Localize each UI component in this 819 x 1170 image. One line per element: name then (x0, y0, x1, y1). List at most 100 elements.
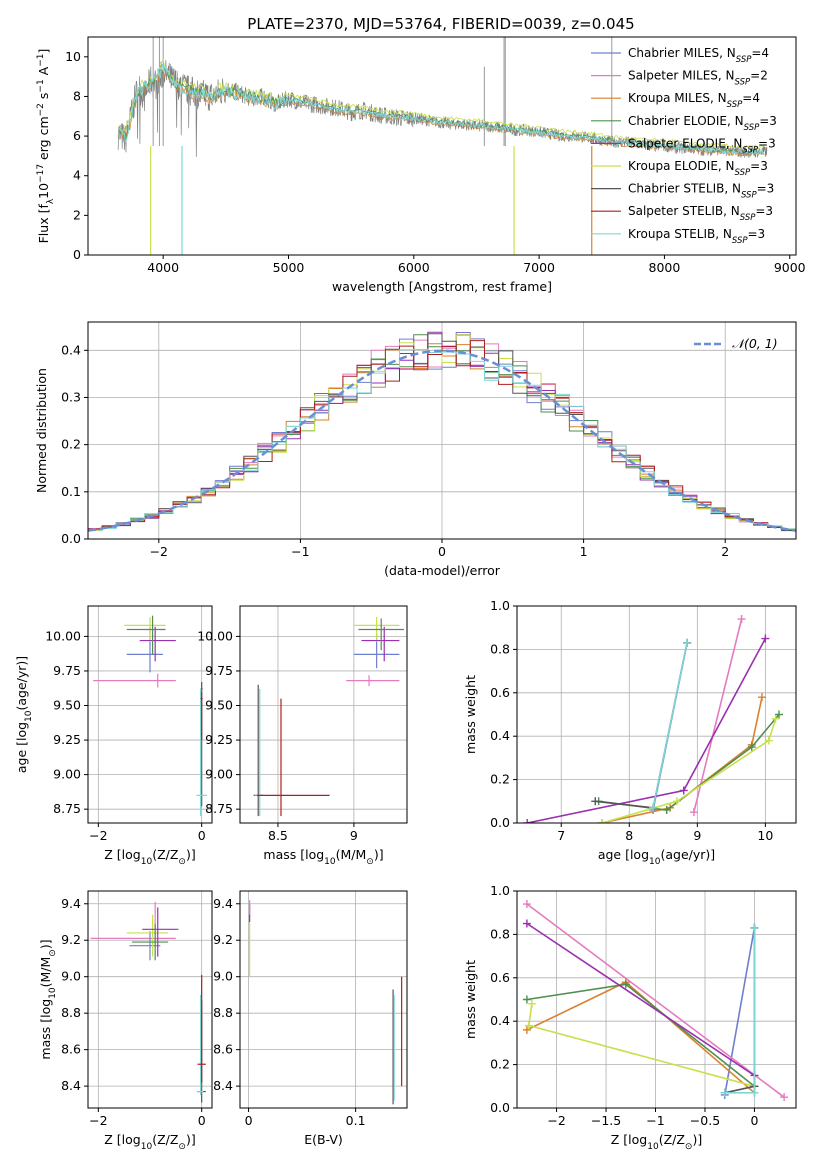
axes-frame (87, 321, 797, 540)
weight-marker (598, 819, 607, 823)
y-tick-label: 0.4 (61, 342, 81, 357)
weight-line (652, 642, 688, 808)
x-tick-label: 0 (750, 1113, 758, 1128)
panel-mass-weight-vs-age: 7 8 9 10 0.0 0.2 0.4 0.6 0.8 1.0 age [log10(age/yr… (463, 598, 797, 867)
plot-area (93, 615, 207, 817)
y-axis-label: Normed distribution (34, 368, 49, 493)
y-tick-label: 8.6 (61, 1042, 81, 1057)
y-tick-label: 8.75 (53, 801, 81, 816)
y-tick-label: 6 (73, 128, 81, 143)
weight-marker (649, 803, 658, 812)
y-tick-label: 0 (73, 247, 81, 262)
legend: Chabrier MILES, NSSP=4 Salpeter MILES, NS… (591, 46, 777, 246)
x-tick-label: 9000 (774, 260, 806, 275)
weight-marker (764, 736, 773, 745)
y-tick-label: 4 (73, 168, 81, 183)
weight-line (601, 718, 777, 823)
error-bar-point (200, 691, 203, 741)
error-bar-point (346, 675, 400, 687)
weight-marker (621, 980, 630, 989)
y-tick-label: 0.4 (490, 728, 510, 743)
x-tick-label: 0 (198, 1113, 206, 1128)
panel-mass-weight-vs-Z: −2 −1.5 −1 −0.5 0 0.0 0.2 0.4 0.6 0.8 1.0 Z [log10(… (463, 883, 797, 1152)
y-tick-label: 9.0 (213, 969, 233, 984)
x-tick-label: 9 (350, 828, 358, 843)
weight-marker (774, 710, 783, 719)
y-tick-label: 9.00 (53, 767, 81, 782)
weight-marker (523, 819, 532, 823)
weight-line (528, 1003, 755, 1088)
weight-marker (524, 1021, 533, 1030)
weight-marker (522, 919, 531, 928)
y-tick-label: 0.1 (61, 484, 81, 499)
weight-line (693, 618, 743, 813)
y-tick-label: 8.8 (213, 1005, 233, 1020)
y-tick-label: 0.0 (490, 1100, 510, 1115)
weight-marker (683, 638, 692, 647)
x-tick-label: −2 (89, 1113, 107, 1128)
error-bar-point (126, 626, 163, 673)
weight-marker (522, 900, 531, 909)
x-tick-label: −0.5 (690, 1113, 720, 1128)
weight-series (522, 900, 789, 1102)
x-tick-label: 8 (625, 828, 633, 843)
x-axis-label: Z [log10(Z/Z⊙)] (104, 1132, 195, 1152)
axes-frame (516, 890, 797, 1109)
x-tick-label: −2 (89, 828, 107, 843)
legend-entry: Chabrier MILES, NSSP=4 (628, 46, 769, 65)
weight-marker (527, 999, 536, 1008)
y-tick-label: 9.50 (205, 698, 233, 713)
y-axis-label: mass [log10(M/M⊙)] (38, 939, 58, 1059)
figure-title: PLATE=2370, MJD=53764, FIBERID=0039, z=0… (247, 15, 634, 33)
plot-area (249, 900, 403, 1105)
panel-spectrum: 4000 5000 6000 7000 8000 9000 0 2 4 6 8 10 wavelengt… (36, 36, 806, 294)
weight-series (591, 638, 692, 812)
y-tick-label: 10.00 (45, 628, 81, 643)
y-tick-label: 0.6 (490, 685, 510, 700)
weight-marker (679, 786, 688, 795)
weight-marker (662, 805, 671, 814)
y-tick-label: 0.0 (61, 531, 81, 546)
x-tick-label: 8.5 (268, 828, 288, 843)
legend-entry: Kroupa STELIB, NSSP=3 (628, 227, 765, 246)
weight-series (598, 714, 780, 823)
x-tick-label: 0.1 (346, 1113, 366, 1128)
histogram-step-line (88, 334, 796, 531)
weight-series (523, 634, 770, 823)
weight-marker (522, 1025, 531, 1034)
plot-area (522, 900, 789, 1102)
y-tick-label: 8.4 (61, 1078, 81, 1093)
x-tick-label: −1 (291, 544, 309, 559)
legend-entry: Kroupa ELODIE, NSSP=3 (628, 159, 768, 178)
x-tick-label: 8000 (649, 260, 681, 275)
weight-series (594, 710, 783, 814)
y-axis-label: age [log10(age/yr)] (14, 656, 34, 773)
weight-series (720, 923, 759, 1097)
histogram-step-line (88, 333, 796, 531)
y-tick-label: 9.25 (53, 732, 81, 747)
y-tick-label: 0.8 (490, 926, 510, 941)
x-axis-label: wavelength [Angstrom, rest frame] (332, 279, 552, 294)
weight-marker (737, 615, 746, 624)
plot-area (88, 331, 796, 532)
y-tick-label: 9.75 (205, 663, 233, 678)
x-axis-label: Z [log10(Z/Z⊙)] (104, 847, 195, 867)
x-axis-label: mass [log10(M/M⊙)] (263, 847, 383, 867)
weight-marker (771, 714, 780, 723)
y-tick-label: 8 (73, 88, 81, 103)
error-bar-point (197, 974, 206, 1083)
error-bar-point (196, 688, 207, 817)
axes-frame (87, 36, 797, 256)
axes-frame (87, 605, 213, 824)
x-tick-label: 0 (245, 1113, 253, 1128)
weight-marker (522, 995, 531, 1004)
weight-marker (750, 1088, 759, 1097)
y-tick-label: 0.2 (61, 437, 81, 452)
x-axis-label: (data-model)/error (384, 563, 501, 578)
panel-age-vs-Z: −2 0 8.75 9.00 9.25 9.50 9.75 10.00 Z [log10(Z/Z… (14, 605, 213, 867)
error-bar-point (198, 994, 204, 1096)
panel-mass-vs-Z: −2 0 8.4 8.6 8.8 9.0 9.2 9.4 Z [log10(Z/Z⊙)] mass… (38, 890, 213, 1152)
normal-reference-curve (88, 349, 796, 532)
y-tick-label: 9.50 (53, 698, 81, 713)
error-bar-point (93, 673, 176, 688)
